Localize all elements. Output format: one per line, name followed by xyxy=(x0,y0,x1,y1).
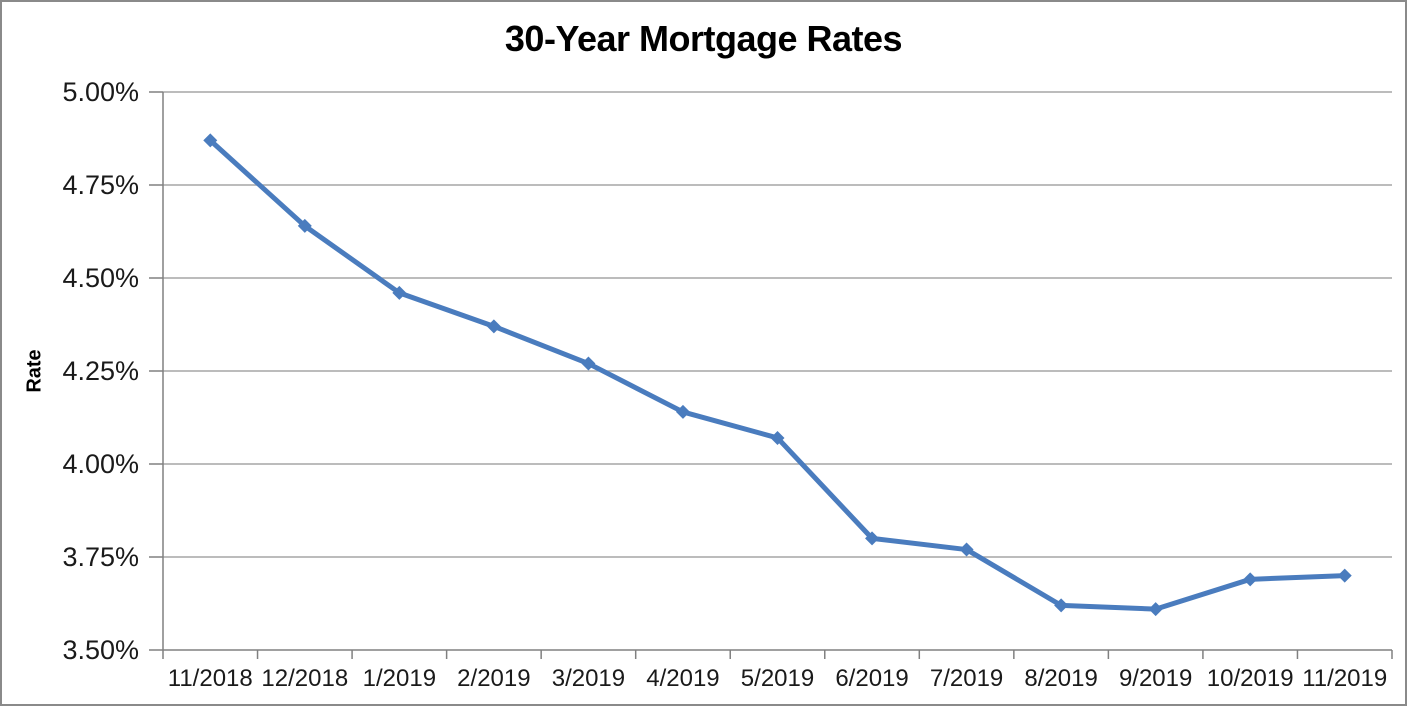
x-axis-tick-label: 4/2019 xyxy=(646,665,719,692)
data-point-marker xyxy=(959,542,974,557)
x-axis-tick-label: 10/2019 xyxy=(1207,665,1294,692)
x-axis-tick-label: 6/2019 xyxy=(835,665,908,692)
x-axis-tick-label: 11/2019 xyxy=(1302,665,1387,692)
x-axis-tick-label: 9/2019 xyxy=(1119,665,1192,692)
data-point-marker xyxy=(675,404,690,419)
data-point-marker xyxy=(297,218,312,233)
x-axis-tick-label: 5/2019 xyxy=(741,665,814,692)
y-axis-tick-label: 3.75% xyxy=(62,542,139,572)
data-point-marker xyxy=(1148,602,1163,617)
data-point-marker xyxy=(770,430,785,445)
data-point-marker xyxy=(1243,572,1258,587)
data-point-marker xyxy=(1337,568,1352,583)
series-line xyxy=(207,137,1348,612)
data-point-marker xyxy=(581,356,596,371)
y-axis-tick-label: 4.25% xyxy=(62,356,139,386)
x-axis-tick-label: 1/2019 xyxy=(363,665,436,692)
data-point-marker xyxy=(1054,598,1069,613)
x-axis-tick-label: 12/2018 xyxy=(261,665,348,692)
y-axis-tick-label: 3.50% xyxy=(62,635,139,665)
data-point-marker xyxy=(203,133,218,148)
y-axis-tick-label: 4.00% xyxy=(62,449,139,479)
x-axis-tick-label: 3/2019 xyxy=(552,665,625,692)
x-axis-tick-label: 2/2019 xyxy=(457,665,530,692)
x-axis-tick-label: 11/2018 xyxy=(168,665,253,692)
chart-title: 30-Year Mortgage Rates xyxy=(504,18,903,59)
y-axis-tick-label: 5.00% xyxy=(62,77,139,107)
y-axis-tick-label: 4.50% xyxy=(62,263,139,293)
data-point-marker xyxy=(865,531,880,546)
data-point-marker xyxy=(392,285,407,300)
data-point-marker xyxy=(486,319,501,334)
x-axis-tick-label: 7/2019 xyxy=(930,665,1003,692)
y-axis-tick-label: 4.75% xyxy=(62,170,139,200)
x-axis-tick-label: 8/2019 xyxy=(1024,665,1097,692)
